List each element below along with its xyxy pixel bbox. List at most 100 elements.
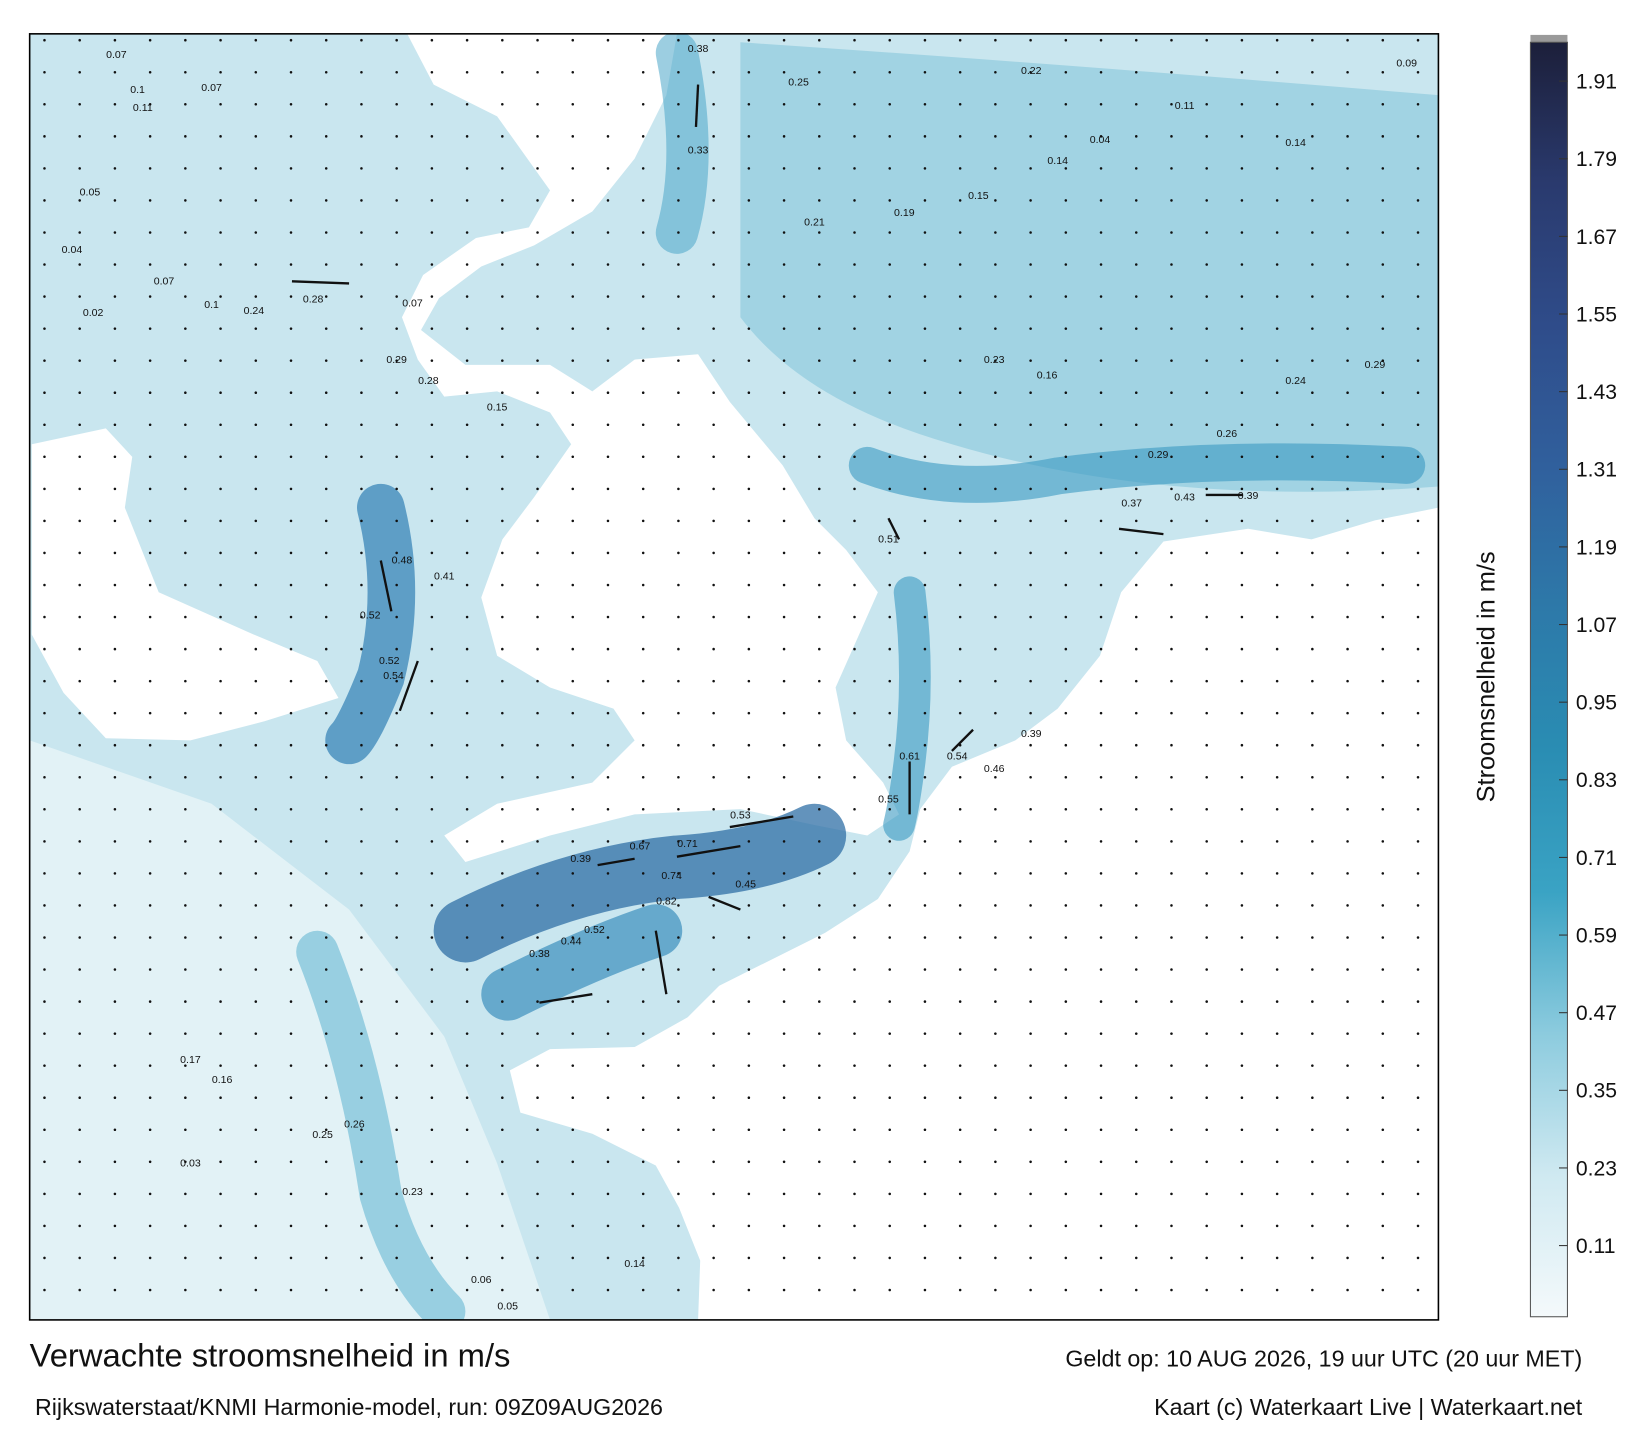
grid-dot [1064, 263, 1068, 266]
grid-dot [712, 1288, 715, 1292]
grid-dot [430, 487, 434, 491]
grid-dot [78, 615, 81, 619]
grid-dot [1240, 647, 1244, 651]
arrow [291, 280, 350, 285]
grid-dot [78, 423, 81, 427]
grid-dot [1134, 743, 1138, 747]
grid-dot [958, 38, 962, 42]
speed-label: 0.33 [688, 144, 709, 156]
grid-dot [465, 679, 469, 683]
grid-dot [148, 711, 152, 715]
grid-dot [219, 808, 222, 811]
grid-dot [536, 1032, 539, 1035]
grid-dot [254, 647, 258, 651]
grid-dot [1416, 551, 1420, 555]
grid-dot [360, 295, 363, 298]
grid-dot [148, 70, 152, 74]
grid-dot [641, 583, 645, 587]
grid-dot [1064, 1160, 1068, 1164]
grid-dot [1416, 647, 1420, 651]
channel [655, 33, 709, 254]
grid-dot [1170, 487, 1173, 491]
grid-dot [1134, 519, 1138, 523]
grid-dot [571, 70, 575, 74]
grid-dot [219, 135, 222, 138]
map-title: Verwachte stroomsnelheid in m/s [30, 1336, 511, 1373]
grid-dot [1346, 775, 1349, 779]
grid-dot [1416, 359, 1420, 362]
grid-dot [571, 135, 575, 138]
grid-dot [958, 647, 962, 651]
grid-dot [1311, 359, 1314, 362]
grid-dot [958, 551, 962, 555]
grid-dot [994, 583, 997, 587]
grid-dot [888, 231, 891, 234]
grid-dot [1416, 1128, 1420, 1132]
grid-dot [1275, 679, 1279, 683]
grid-dot [1099, 904, 1103, 907]
grid-dot [606, 1064, 610, 1067]
grid-dot [430, 167, 434, 170]
grid-dot [536, 1288, 539, 1292]
grid-dot [1381, 679, 1385, 683]
colorbar-tick-label: 1.31 [1576, 459, 1617, 482]
grid-dot [324, 615, 328, 619]
grid-dot [1205, 1128, 1208, 1132]
grid-dot [43, 1064, 46, 1067]
grid-dot [1311, 872, 1314, 875]
grid-dot [360, 1160, 363, 1164]
speed-label: 0.14 [1047, 155, 1068, 167]
grid-dot [1064, 1000, 1068, 1003]
grid-dot [1275, 968, 1279, 971]
grid-dot [324, 775, 328, 779]
grid-dot [747, 359, 751, 362]
grid-dot [465, 1256, 469, 1260]
grid-dot [1240, 551, 1244, 555]
grid-dot [1416, 199, 1420, 202]
grid-dot [324, 1032, 328, 1035]
grid-dot [853, 135, 856, 138]
grid-dot [853, 1000, 856, 1003]
grid-dot [536, 103, 539, 106]
grid-dot [1346, 711, 1349, 715]
grid-dot [747, 487, 751, 491]
grid-dot [254, 1000, 258, 1003]
grid-dot [536, 808, 539, 811]
grid-dot [958, 391, 962, 394]
grid-dot [1381, 1064, 1385, 1067]
speed-label: 0.11 [1175, 100, 1195, 112]
grid-dot [571, 1064, 575, 1067]
grid-dot [501, 711, 504, 715]
grid-dot [606, 711, 610, 715]
speed-label: 0.44 [561, 935, 582, 947]
grid-dot [1099, 327, 1103, 330]
grid-dot [465, 103, 469, 106]
channel [848, 443, 1426, 503]
grid-dot [430, 103, 434, 106]
grid-dot [747, 423, 751, 427]
grid-dot [501, 1128, 504, 1132]
grid-dot [1275, 423, 1279, 427]
grid-dot [465, 1032, 469, 1035]
grid-dot [958, 615, 962, 619]
grid-dot [712, 1256, 715, 1260]
grid-dot [571, 615, 575, 619]
grid-dot [501, 263, 504, 266]
grid-dot [219, 1064, 222, 1067]
grid-dot [324, 647, 328, 651]
grid-dot [1134, 1128, 1138, 1132]
grid-dot [1311, 615, 1314, 619]
arrow [887, 517, 901, 540]
grid-dot [430, 711, 434, 715]
grid-dot [994, 551, 997, 555]
grid-dot [923, 904, 927, 907]
grid-dot [1311, 327, 1314, 330]
grid-dot [747, 1192, 751, 1196]
grid-dot [641, 38, 645, 42]
grid-dot [782, 167, 786, 170]
grid-dot [465, 391, 469, 394]
source: Rijkswaterstaat/KNMI Harmonie-model, run… [35, 1394, 663, 1420]
grid-dot [1029, 423, 1032, 427]
grid-dot [501, 615, 504, 619]
grid-dot [1381, 199, 1385, 202]
